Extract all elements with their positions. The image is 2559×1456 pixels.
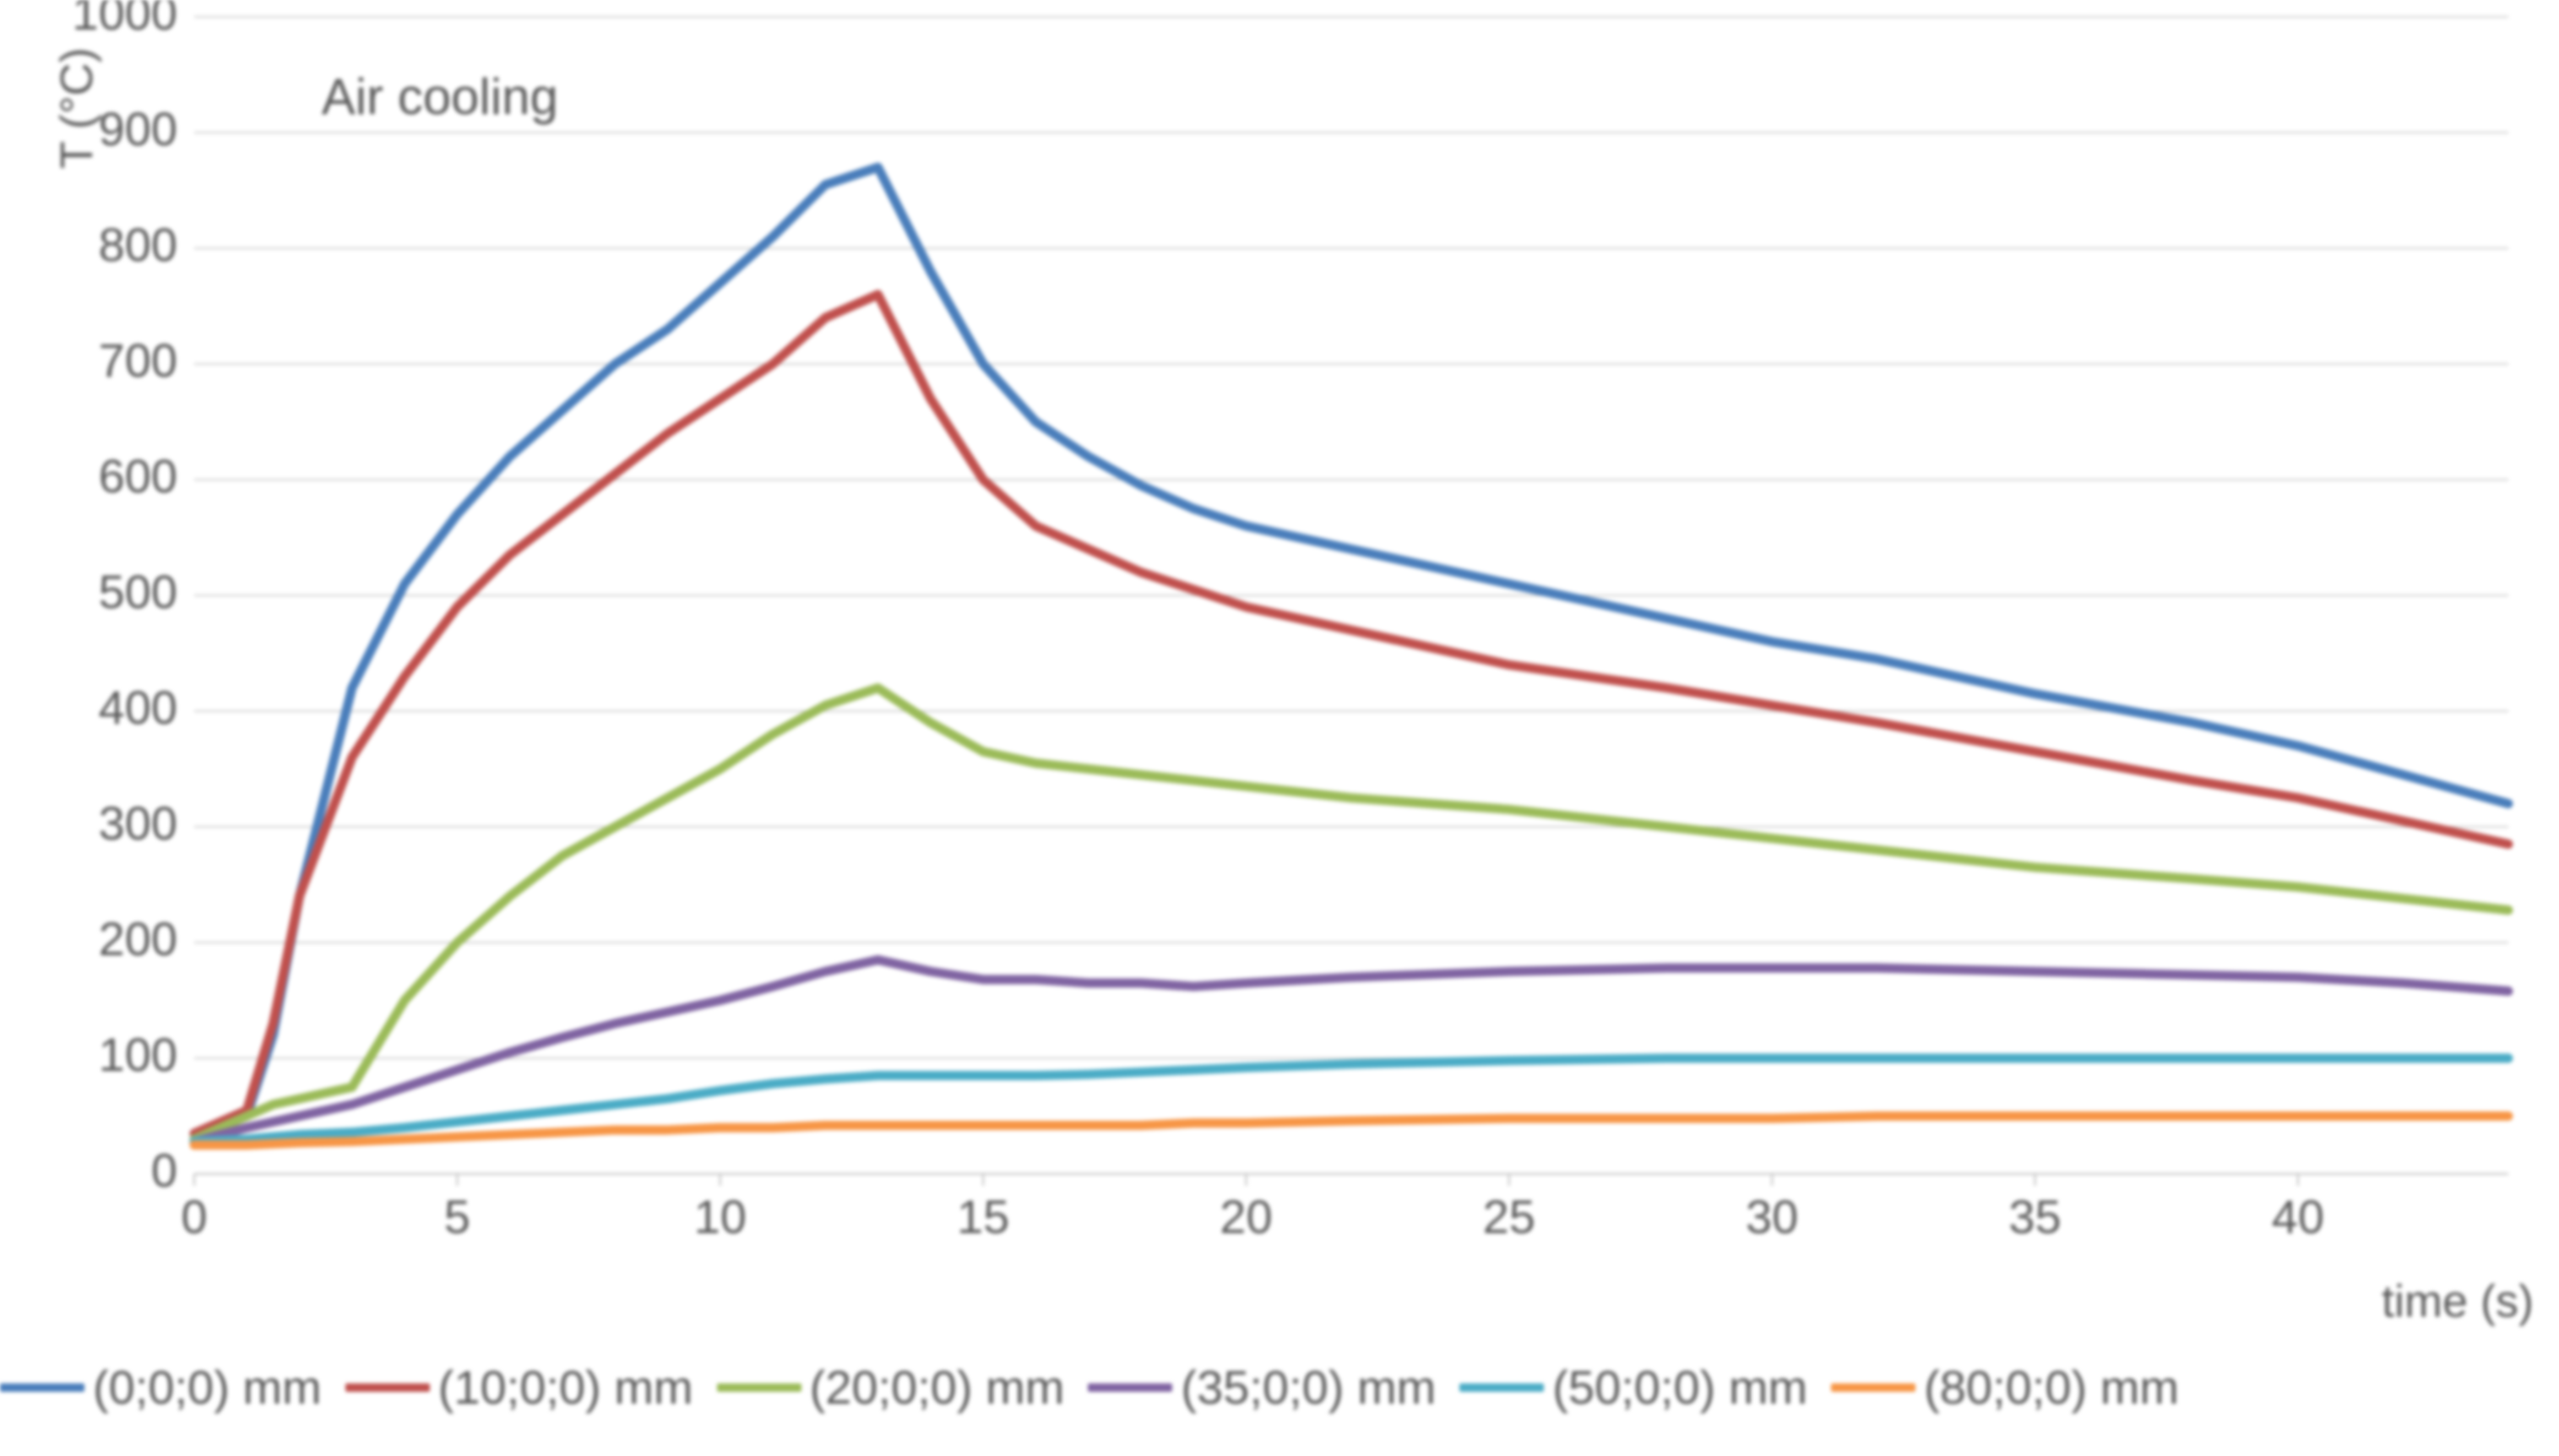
legend-swatch <box>717 1383 801 1392</box>
legend-swatch <box>1831 1383 1915 1392</box>
legend-swatch <box>1459 1383 1544 1392</box>
legend-swatch <box>1088 1383 1172 1392</box>
legend-label: (35;0;0) mm <box>1181 1360 1436 1415</box>
x-tick-label: 20 <box>1220 1190 1272 1243</box>
legend-label: (80;0;0) mm <box>1924 1360 2179 1415</box>
x-axis-label: time (s) <box>2382 1275 2534 1328</box>
x-tick-label: 15 <box>957 1190 1009 1243</box>
cooling-chart: T (°C) 010020030040050060070080090010000… <box>0 0 2559 1456</box>
y-tick-label: 900 <box>99 102 177 155</box>
y-tick-label: 300 <box>99 796 177 850</box>
legend-item: (80;0;0) mm <box>1831 1360 2179 1415</box>
legend-item: (50;0;0) mm <box>1459 1360 1807 1415</box>
x-tick-label: 5 <box>444 1190 470 1243</box>
y-tick-label: 700 <box>99 334 177 387</box>
legend-swatch <box>0 1383 84 1392</box>
plot-area: 0 100 200 300 400 500 600 700 800 900 1000 0 5 10 15 20… <box>0 0 2559 1456</box>
y-tick-label: 200 <box>99 912 177 965</box>
x-tick-label: 0 <box>181 1190 207 1243</box>
legend-label: (20;0;0) mm <box>810 1360 1065 1415</box>
y-axis-label: T (°C) <box>51 47 103 169</box>
y-tick-label: 0 <box>151 1144 177 1197</box>
y-tick-label: 600 <box>99 449 177 503</box>
legend-item: (20;0;0) mm <box>717 1360 1065 1415</box>
legend-label: (50;0;0) mm <box>1552 1360 1807 1415</box>
legend-item: (10;0;0) mm <box>345 1360 693 1415</box>
x-tick-label: 35 <box>2008 1190 2061 1243</box>
legend: (0;0;0) mm (10;0;0) mm (20;0;0) mm (35;0;0)… <box>0 1360 2179 1415</box>
x-tick-label: 30 <box>1746 1190 1798 1243</box>
y-tick-label: 400 <box>99 681 177 734</box>
chart-annotation: Air cooling <box>322 68 558 126</box>
x-tick-label: 10 <box>694 1190 747 1243</box>
y-tick-label: 1000 <box>72 0 177 40</box>
y-tick-label: 100 <box>99 1028 177 1081</box>
legend-item: (0;0;0) mm <box>0 1360 322 1415</box>
legend-label: (0;0;0) mm <box>93 1360 322 1415</box>
y-tick-label: 800 <box>99 218 177 271</box>
legend-item: (35;0;0) mm <box>1088 1360 1436 1415</box>
y-tick-label: 500 <box>99 565 177 618</box>
x-tick-label: 25 <box>1483 1190 1535 1243</box>
x-tick-label: 40 <box>2272 1190 2324 1243</box>
legend-swatch <box>345 1383 430 1392</box>
legend-label: (10;0;0) mm <box>438 1360 693 1415</box>
